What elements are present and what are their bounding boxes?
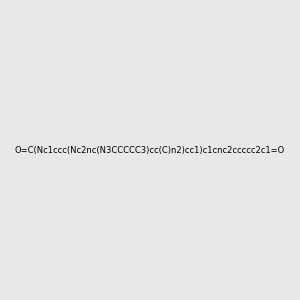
Text: O=C(Nc1ccc(Nc2nc(N3CCCCC3)cc(C)n2)cc1)c1cnc2ccccc2c1=O: O=C(Nc1ccc(Nc2nc(N3CCCCC3)cc(C)n2)cc1)c1… bbox=[15, 146, 285, 154]
